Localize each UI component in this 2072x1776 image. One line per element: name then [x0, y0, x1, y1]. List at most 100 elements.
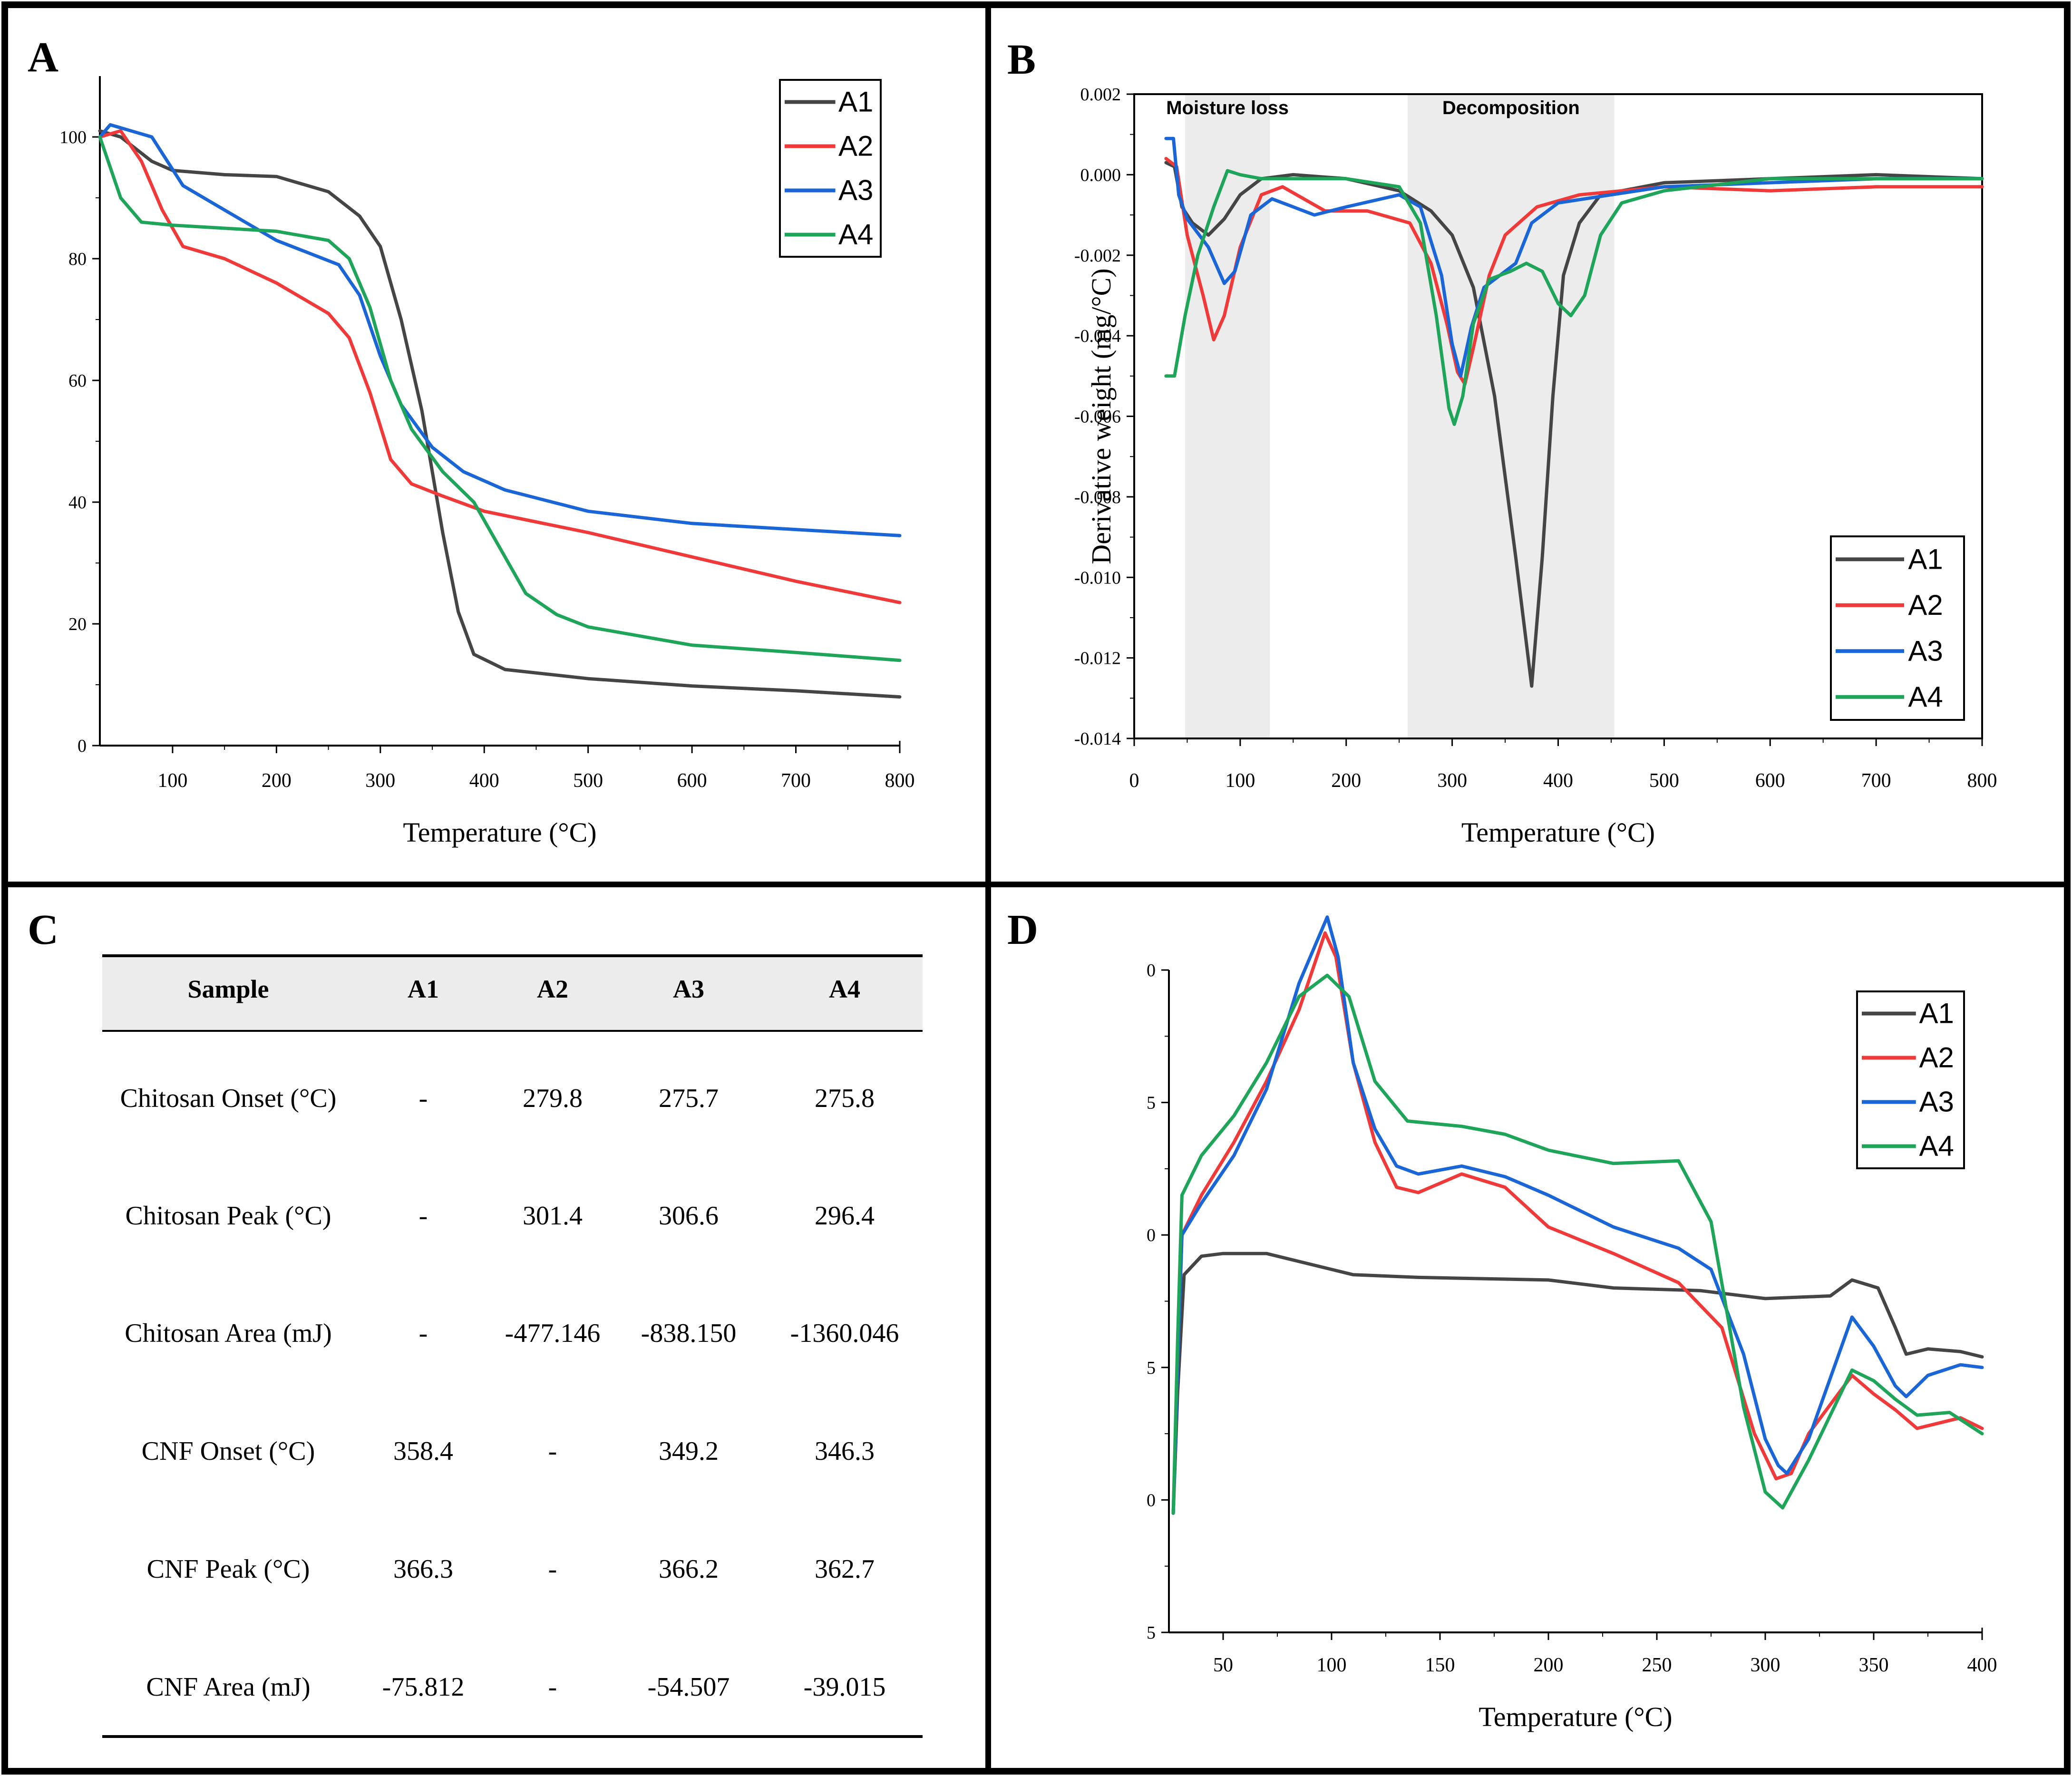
chart-a-xtick-label-7: 800 — [885, 770, 915, 792]
table-c-cell-r5-c0: CNF Area (mJ) — [146, 1672, 310, 1702]
panel-label-c: C — [28, 906, 58, 953]
table-c-cell-r2-c4: -1360.046 — [790, 1319, 899, 1348]
panel-label-d: D — [1007, 906, 1038, 953]
table-c-header-bg — [102, 956, 923, 1031]
chart-b-line-a1 — [1164, 161, 1984, 688]
chart-d-line-a1 — [1171, 1252, 1984, 1515]
chart-d-xtick-label-3: 200 — [1534, 1654, 1564, 1676]
chart-d-legend-label-a4: A4 — [1919, 1130, 1954, 1162]
chart-a-tga: 100 200 300 400 500 600 700 800 0 20 40 60 80 100 Temp… — [59, 76, 915, 848]
chart-a-legend-label-a4: A4 — [838, 219, 873, 251]
chart-d-xtick-label-4: 250 — [1642, 1654, 1672, 1676]
table-c-cell-r3-c0: CNF Onset (°C) — [142, 1436, 315, 1466]
table-c-cell-r4-c0: CNF Peak (°C) — [147, 1554, 310, 1584]
chart-b-ytick-label-6: -0.002 — [1074, 246, 1121, 266]
table-c-cell-r3-c4: 346.3 — [815, 1436, 875, 1466]
chart-b-ytick-label-1: -0.012 — [1074, 649, 1121, 669]
chart-b-legend-label-a1: A1 — [1908, 543, 1943, 575]
chart-b-legend-box — [1830, 535, 1965, 721]
chart-d-ytick-label-1: 0 — [1147, 1490, 1156, 1510]
chart-b-xtick-label-2: 200 — [1331, 770, 1361, 792]
chart-b-ytick-label-0: -0.014 — [1074, 729, 1121, 749]
chart-b-line-a3 — [1164, 136, 1984, 378]
chart-a-legend-box — [779, 79, 882, 258]
chart-b-xtick-label-5: 500 — [1649, 770, 1679, 792]
table-c-cell-r4-c2: - — [548, 1554, 557, 1584]
chart-b-legend-label-a2: A2 — [1908, 589, 1943, 621]
chart-a-ytick-label-3: 60 — [68, 371, 87, 391]
table-c-cell-r0-c2: 279.8 — [523, 1084, 583, 1113]
table-c-cell-r1-c3: 306.6 — [659, 1201, 719, 1231]
panel-label-a: A — [28, 34, 58, 81]
chart-b-legend-label-a4: A4 — [1908, 681, 1943, 713]
chart-a-ytick-label-0: 0 — [78, 736, 87, 756]
table-c-cell-r1-c0: Chitosan Peak (°C) — [125, 1201, 331, 1231]
chart-b-xtick-label-7: 700 — [1861, 770, 1891, 792]
chart-d-xtick-label-6: 350 — [1859, 1654, 1889, 1676]
table-c-cell-r1-c1: - — [419, 1201, 428, 1231]
chart-b-ytick-label-5: -0.004 — [1074, 326, 1121, 346]
chart-d-xtick-label-1: 100 — [1317, 1654, 1347, 1676]
table-c-cell-r5-c4: -39.015 — [804, 1672, 886, 1702]
table-c-cell-r5-c3: -54.507 — [648, 1672, 730, 1702]
chart-a-ytick-label-1: 20 — [68, 614, 87, 634]
chart-d-xtick-label-0: 50 — [1213, 1654, 1233, 1676]
table-c-cell-r3-c3: 349.2 — [659, 1436, 719, 1466]
chart-b-xtick-label-4: 400 — [1543, 770, 1573, 792]
chart-b-ytick-label-2: -0.010 — [1074, 568, 1121, 588]
chart-d-ytick-label-0: 5 — [1147, 1623, 1156, 1643]
table-c-cell-r1-c2: 301.4 — [523, 1201, 583, 1231]
chart-d-x-label: Temperature (°C) — [1479, 1701, 1672, 1732]
chart-a-ytick-label-5: 100 — [59, 127, 87, 147]
chart-d-xtick-label-7: 400 — [1967, 1654, 1997, 1676]
table-c-cell-r0-c3: 275.7 — [659, 1084, 719, 1113]
chart-a-line-a4 — [98, 135, 902, 662]
table-c-cell-r4-c1: 366.3 — [393, 1554, 453, 1584]
chart-d-ytick-label-4: 5 — [1147, 1093, 1156, 1113]
chart-a-xtick-label-0: 100 — [157, 770, 187, 792]
chart-d-legend-label-a3: A3 — [1919, 1086, 1954, 1118]
chart-a-xtick-label-3: 400 — [469, 770, 499, 792]
chart-d-xtick-label-2: 150 — [1425, 1654, 1455, 1676]
table-c-dsc-summary: Sample A1 A2 A3 A4 Chitosan Onset (°C) - 279.8 2… — [102, 954, 923, 1738]
table-c-cell-r0-c1: - — [419, 1084, 428, 1113]
chart-d-legend-label-a1: A1 — [1919, 998, 1954, 1029]
table-c-cell-r2-c0: Chitosan Area (mJ) — [125, 1319, 331, 1348]
table-c-cell-r5-c1: -75.812 — [382, 1672, 465, 1702]
panel-label-b: B — [1007, 36, 1036, 83]
table-c-cell-r3-c2: - — [548, 1436, 557, 1466]
table-c-cell-r4-c3: 366.2 — [659, 1554, 719, 1584]
chart-b-xtick-label-1: 100 — [1225, 770, 1255, 792]
chart-b-ytick-label-3: -0.008 — [1074, 487, 1121, 507]
chart-a-legend-label-a2: A2 — [838, 130, 873, 162]
table-c-cell-r2-c1: - — [419, 1319, 428, 1348]
chart-d-legend-box — [1856, 990, 1965, 1169]
chart-a-xtick-label-6: 700 — [781, 770, 811, 792]
chart-a-line-a3 — [98, 123, 902, 537]
table-c-header-cell-2: A2 — [537, 975, 568, 1003]
table-c-header-cell-3: A3 — [673, 975, 704, 1003]
chart-a-xtick-label-1: 200 — [262, 770, 292, 792]
chart-b-y-label: Derivative weight (mg/°C) — [1086, 268, 1117, 564]
table-c-cell-r4-c4: 362.7 — [815, 1554, 875, 1584]
chart-b-line-a2 — [1164, 157, 1984, 386]
chart-a-xtick-label-4: 500 — [573, 770, 603, 792]
chart-b-x-label: Temperature (°C) — [1461, 817, 1655, 848]
chart-d-legend-label-a2: A2 — [1919, 1042, 1954, 1074]
table-c-cell-r5-c2: - — [548, 1672, 557, 1702]
table-c-header-cell-0: Sample — [187, 975, 269, 1003]
chart-a-ytick-label-4: 80 — [68, 249, 87, 269]
chart-b-xtick-label-0: 0 — [1129, 770, 1139, 792]
table-c-cell-r0-c4: 275.8 — [815, 1084, 875, 1113]
table-c-header-cell-4: A4 — [829, 975, 860, 1003]
chart-b-ytick-label-4: -0.006 — [1074, 407, 1121, 427]
chart-b-region-label-0: Moisture loss — [1166, 97, 1289, 118]
chart-b-dtg: Moisture loss Decomposition 0 100 200 300 400 5… — [1074, 85, 1997, 848]
chart-a-xtick-label-2: 300 — [365, 770, 395, 792]
chart-d-xtick-label-5: 300 — [1751, 1654, 1780, 1676]
chart-d-dsc: 50 100 150 200 250 300 350 400505050Temperature… — [1147, 915, 1997, 1732]
table-c-header-cell-1: A1 — [408, 975, 439, 1003]
chart-a-legend-label-a1: A1 — [838, 86, 873, 118]
